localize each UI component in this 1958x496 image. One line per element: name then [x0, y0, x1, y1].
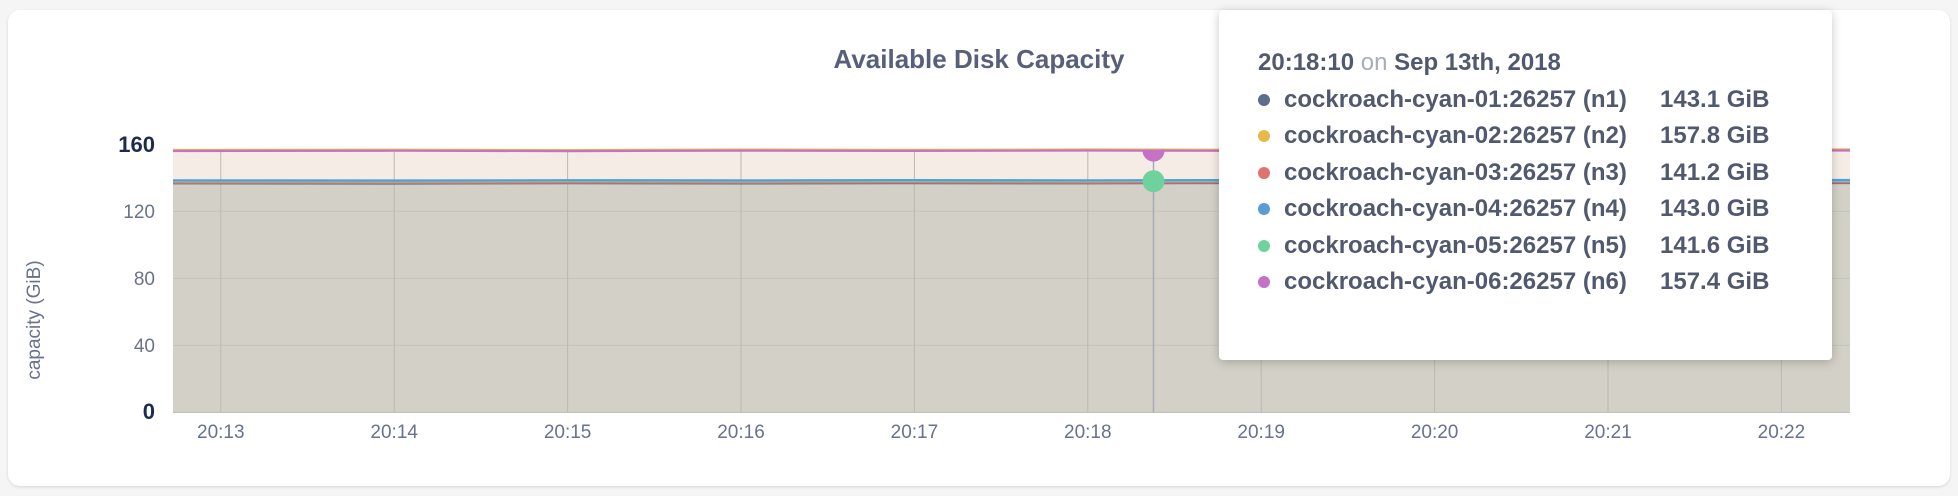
svg-text:20:16: 20:16 [717, 422, 765, 443]
svg-text:20:22: 20:22 [1758, 422, 1806, 443]
svg-text:40: 40 [134, 336, 155, 357]
svg-text:120: 120 [123, 202, 155, 223]
svg-text:20:13: 20:13 [197, 422, 245, 443]
svg-text:20:14: 20:14 [370, 422, 418, 443]
svg-text:20:19: 20:19 [1237, 422, 1285, 443]
svg-text:20:17: 20:17 [891, 422, 939, 443]
svg-text:20:20: 20:20 [1411, 422, 1459, 443]
svg-text:0: 0 [143, 399, 155, 424]
svg-text:20:18: 20:18 [1064, 422, 1112, 443]
svg-text:capacity (GiB): capacity (GiB) [24, 260, 45, 379]
svg-text:160: 160 [118, 132, 155, 157]
svg-text:80: 80 [134, 269, 155, 290]
svg-text:20:15: 20:15 [544, 422, 592, 443]
svg-text:20:21: 20:21 [1584, 422, 1632, 443]
